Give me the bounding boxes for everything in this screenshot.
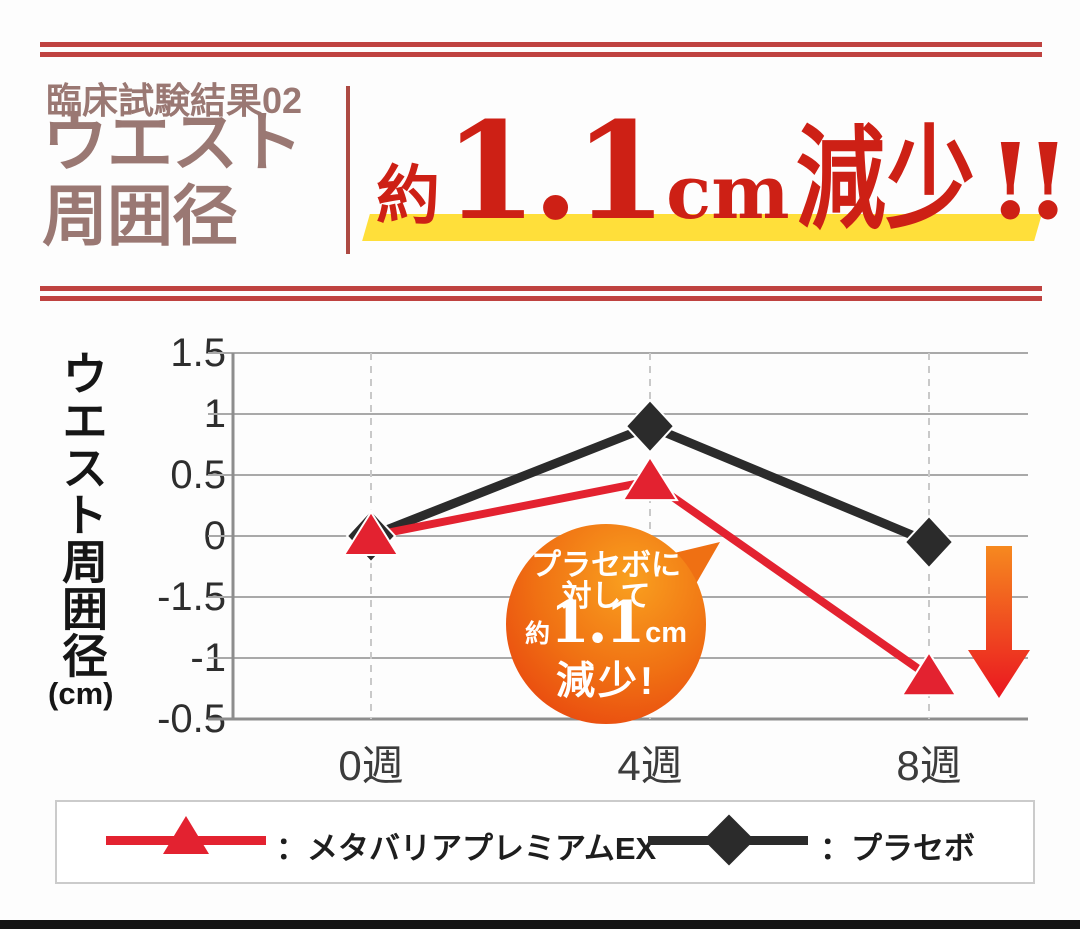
page-title-line1: ウエスト bbox=[42, 105, 303, 179]
callout-line3: 減少! bbox=[556, 660, 656, 703]
placebo-diamond-marker bbox=[624, 398, 676, 454]
x-tick-label: 0週 bbox=[338, 742, 404, 789]
headline-unit: cm bbox=[666, 150, 790, 236]
callout-bubble bbox=[506, 524, 720, 724]
top-double-rule bbox=[40, 42, 1042, 57]
headline-value: 1.1 bbox=[444, 92, 667, 250]
header-divider bbox=[346, 86, 350, 254]
product-triangle-marker bbox=[342, 510, 400, 556]
legend-label-placebo: ：プラセボ bbox=[820, 831, 975, 866]
product-triangle-marker bbox=[621, 455, 679, 502]
headline-suffix: 減少 bbox=[795, 114, 975, 245]
page-title-line2: 周囲径 bbox=[42, 179, 238, 253]
legend-triangle-marker-icon bbox=[163, 816, 209, 854]
callout-line1: プラセボに bbox=[531, 549, 681, 582]
legend bbox=[55, 800, 1035, 884]
decrease-arrow-icon bbox=[968, 546, 1030, 698]
callout-value-line: 約 1.1 cm bbox=[506, 594, 706, 651]
placebo-diamond-marker bbox=[903, 514, 955, 570]
headline: 約 1.1 cm 減少 !! bbox=[376, 92, 1071, 250]
eyebrow-label: 臨床試験結果02 bbox=[46, 80, 303, 121]
callout-bubble-circle bbox=[506, 524, 706, 724]
headline-prefix: 約 bbox=[376, 160, 440, 232]
legend-label-product: ：メタバリアプレミアムEX bbox=[276, 831, 657, 866]
callout-value: 1.1 bbox=[549, 589, 645, 656]
y-axis-title: ウエスト周囲径 bbox=[56, 350, 108, 679]
x-tick-label: 4週 bbox=[617, 742, 683, 789]
callout-line2: 対して bbox=[561, 580, 651, 613]
chart-series bbox=[342, 398, 958, 697]
product-triangle-marker bbox=[900, 650, 958, 697]
y-axis-unit: (cm) bbox=[48, 676, 114, 711]
callout-unit: cm bbox=[645, 617, 688, 649]
x-tick-label: 8週 bbox=[896, 742, 962, 789]
headline-exclamation: !! bbox=[987, 120, 1071, 243]
bottom-black-bar bbox=[0, 920, 1080, 929]
callout-prefix: 約 bbox=[524, 620, 550, 648]
header-bottom-double-rule bbox=[40, 286, 1042, 301]
